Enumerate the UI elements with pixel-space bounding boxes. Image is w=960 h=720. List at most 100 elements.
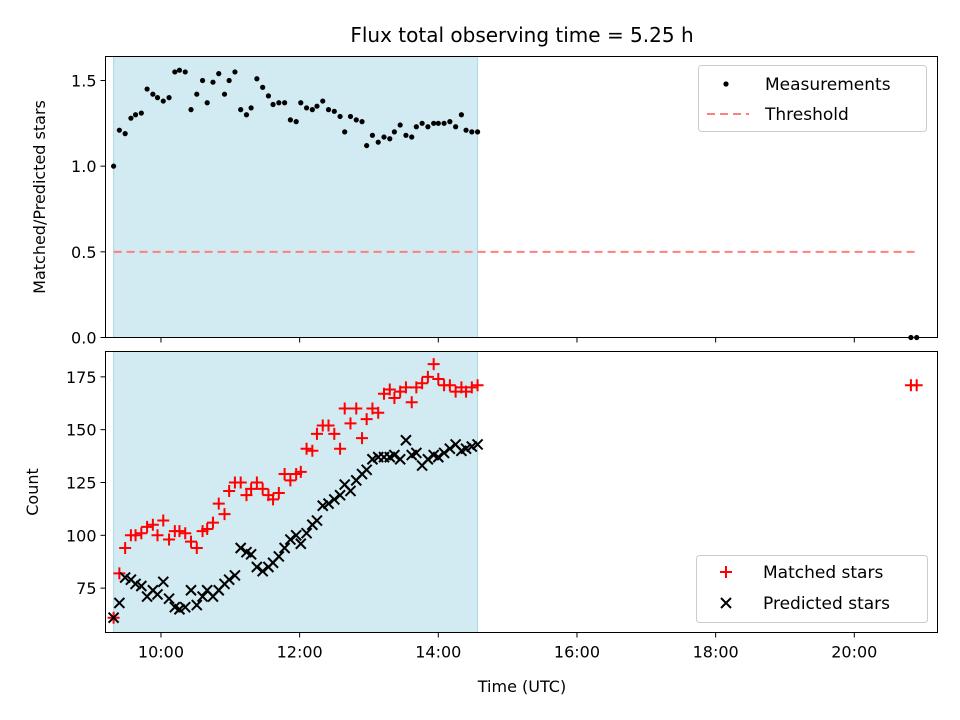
measurement-point	[248, 105, 254, 111]
y-tick-label: 1.0	[71, 157, 96, 176]
measurement-point	[320, 98, 326, 104]
matched-star-point	[240, 489, 253, 502]
predicted-star-point	[185, 584, 197, 596]
matched-star-point	[250, 476, 263, 489]
matched-star-point	[344, 417, 357, 430]
legend-measurements-marker	[723, 81, 729, 87]
matched-star-point	[360, 413, 373, 426]
matched-star-point	[234, 476, 247, 489]
y-tick-label: 75	[76, 579, 96, 598]
predicted-star-point	[179, 601, 191, 613]
top-legend: Measurements Threshold	[698, 65, 927, 132]
measurement-point	[172, 69, 178, 75]
measurement-point	[254, 76, 260, 82]
measurement-point	[210, 79, 216, 85]
matched-star-point	[310, 427, 323, 440]
measurement-point	[166, 95, 172, 101]
x-tick-label: 16:00	[554, 643, 600, 662]
matched-star-point	[427, 358, 440, 371]
matched-star-point	[405, 396, 418, 409]
matched-star-point	[338, 402, 351, 415]
measurement-point	[435, 120, 441, 126]
predicted-star-point	[311, 514, 323, 527]
measurement-point	[364, 142, 370, 149]
measurement-point	[260, 84, 266, 90]
predicted-star-point	[400, 434, 412, 446]
legend-predicted-label: Predicted stars	[763, 594, 890, 614]
measurement-point	[298, 100, 304, 106]
matched-star-point	[256, 482, 269, 495]
predicted-star-point	[438, 447, 450, 459]
predicted-star-point	[245, 548, 257, 561]
legend-matched-marker	[720, 566, 732, 578]
x-tick-label: 20:00	[831, 643, 877, 662]
matched-star-point	[383, 383, 396, 396]
matched-star-point	[328, 427, 341, 440]
matched-star-point	[185, 535, 198, 548]
y-tick-label: 0.5	[71, 243, 96, 262]
matched-star-point	[157, 514, 170, 527]
measurement-point	[303, 105, 310, 111]
matched-star-point	[151, 529, 164, 542]
bottom-ylabel: Count	[23, 468, 42, 516]
matched-star-point	[201, 522, 214, 535]
matched-star-point	[356, 432, 369, 445]
predicted-star-point	[410, 447, 423, 459]
measurement-point	[199, 77, 206, 84]
predicted-star-point	[151, 588, 164, 601]
matched-star-point	[113, 567, 126, 580]
bottom-axes-frame	[105, 351, 938, 633]
x-tick-label: 14:00	[415, 643, 461, 662]
measurement-point	[216, 71, 222, 77]
measurement-point	[287, 117, 293, 123]
measurement-point	[369, 132, 376, 138]
measurement-point	[282, 100, 288, 106]
measurement-point	[447, 119, 453, 125]
measurement-point	[413, 124, 419, 130]
bottom-legend-frame	[696, 555, 928, 623]
measurement-point	[331, 108, 337, 114]
y-tick-label: 125	[66, 473, 97, 492]
predicted-star-point	[278, 542, 291, 554]
predicted-star-point	[191, 599, 203, 611]
top-axes-frame	[105, 56, 938, 338]
matched-star-point	[135, 527, 148, 540]
measurement-point	[375, 139, 381, 145]
measurement-point	[132, 112, 139, 118]
matched-star-point	[218, 508, 231, 521]
y-tick-label: 0.0	[71, 329, 96, 348]
matched-star-point	[294, 465, 307, 478]
measurement-point	[116, 127, 122, 133]
predicted-star-point	[344, 485, 357, 497]
predicted-star-point	[234, 542, 247, 554]
predicted-star-point	[328, 493, 341, 506]
matched-star-point	[334, 442, 347, 455]
measurement-point	[419, 120, 425, 126]
matched-star-point	[179, 527, 192, 540]
predicted-star-point	[394, 453, 406, 465]
matched-star-point	[399, 381, 412, 394]
matched-star-point	[443, 379, 456, 392]
measurement-point	[176, 67, 183, 73]
legend-matched-label: Matched stars	[763, 563, 883, 583]
matched-star-point	[278, 468, 291, 481]
predicted-star-point	[422, 453, 434, 465]
measurement-point	[347, 113, 354, 120]
measurement-point	[293, 119, 299, 125]
matched-star-point	[163, 533, 176, 546]
predicted-star-point	[471, 438, 484, 451]
measurement-point	[337, 113, 343, 120]
measurement-point	[128, 115, 134, 121]
matched-star-point	[350, 402, 363, 415]
matched-star-point	[146, 518, 159, 531]
measurement-point	[265, 93, 272, 99]
measurement-point	[309, 107, 315, 113]
measurement-point	[110, 163, 117, 169]
matched-star-point	[212, 497, 225, 510]
measurement-point	[238, 107, 244, 113]
measurement-point	[441, 120, 447, 126]
predicted-star-point	[107, 612, 120, 624]
measurement-point	[182, 69, 188, 75]
measurement-point	[194, 91, 200, 97]
measurement-point	[403, 132, 409, 138]
